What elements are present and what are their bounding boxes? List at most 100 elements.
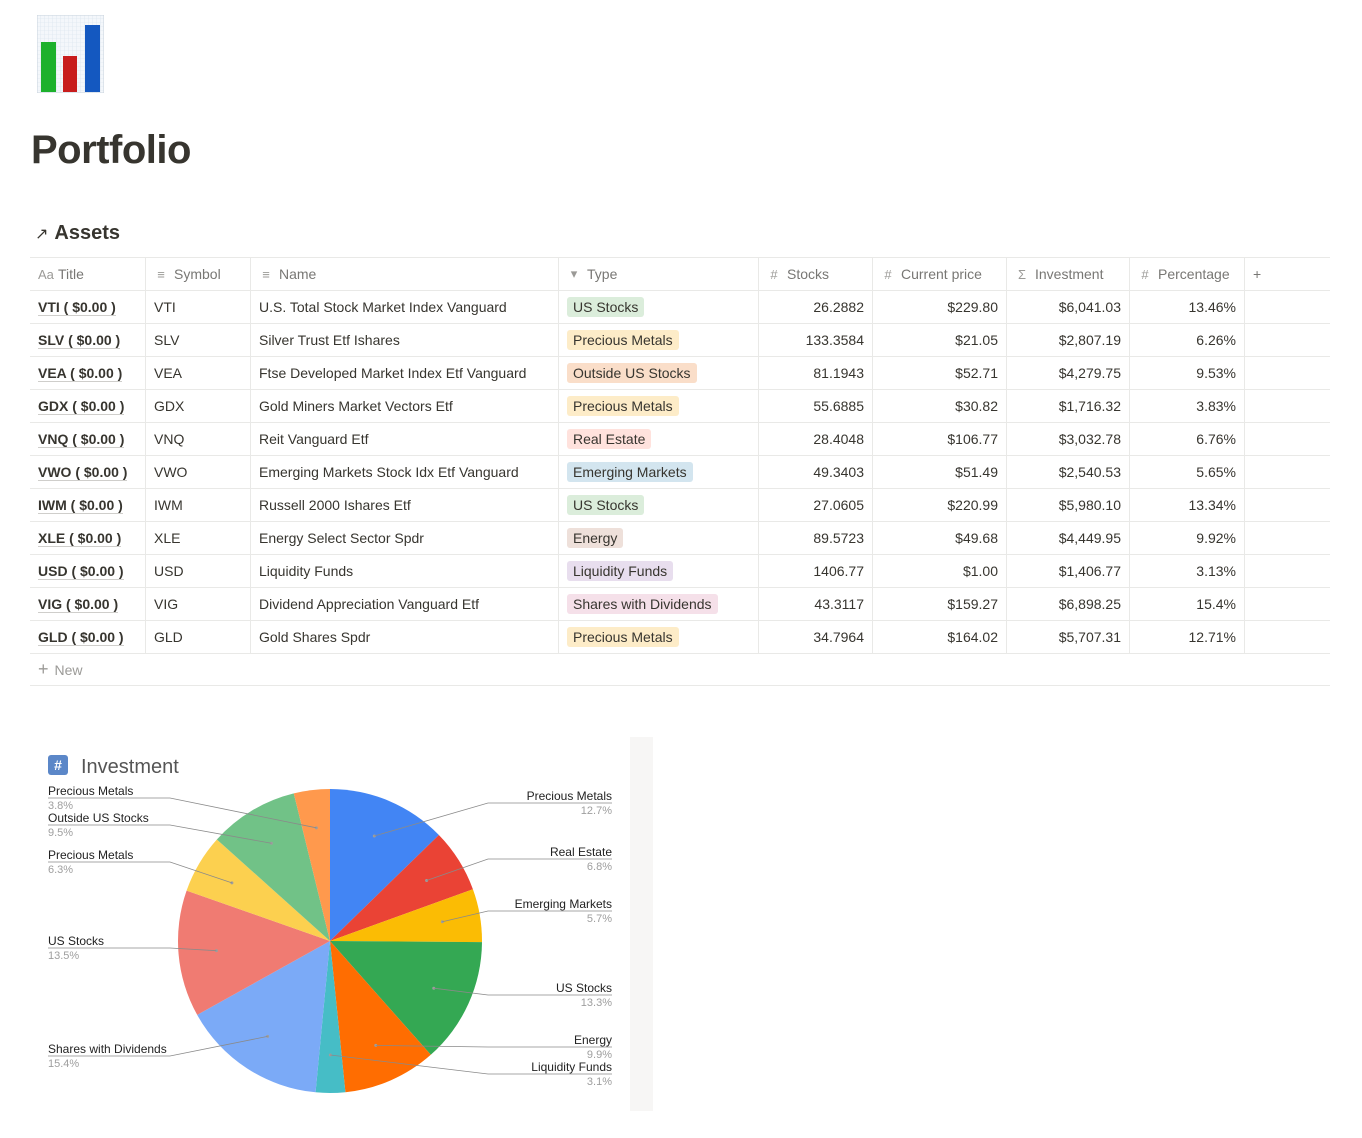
table-row[interactable]: GDX ( $0.00 ) GDX Gold Miners Market Vecto… bbox=[30, 390, 1330, 423]
row-title-link[interactable]: USD ( $0.00 ) bbox=[38, 562, 124, 580]
column-header-symbol[interactable]: ≡ Symbol bbox=[146, 258, 251, 290]
cell-investment[interactable]: $4,449.95 bbox=[1007, 522, 1130, 554]
pie-slice[interactable] bbox=[330, 789, 439, 941]
cell-percentage[interactable]: 9.53% bbox=[1130, 357, 1245, 389]
cell-type[interactable]: Energy bbox=[559, 522, 759, 554]
cell-investment[interactable]: $6,041.03 bbox=[1007, 291, 1130, 323]
table-row[interactable]: VEA ( $0.00 ) VEA Ftse Developed Market In… bbox=[30, 357, 1330, 390]
row-title-link[interactable]: VTI ( $0.00 ) bbox=[38, 298, 116, 316]
pie-slice[interactable] bbox=[186, 839, 330, 941]
cell-name[interactable]: Russell 2000 Ishares Etf bbox=[251, 489, 559, 521]
row-title-link[interactable]: VEA ( $0.00 ) bbox=[38, 364, 123, 382]
cell-name[interactable]: Reit Vanguard Etf bbox=[251, 423, 559, 455]
cell-symbol[interactable]: GDX bbox=[146, 390, 251, 422]
cell-name[interactable]: Emerging Markets Stock Idx Etf Vanguard bbox=[251, 456, 559, 488]
column-header-current-price[interactable]: # Current price bbox=[873, 258, 1007, 290]
cell-investment[interactable]: $2,540.53 bbox=[1007, 456, 1130, 488]
cell-percentage[interactable]: 6.26% bbox=[1130, 324, 1245, 356]
cell-percentage[interactable]: 12.71% bbox=[1130, 621, 1245, 653]
row-title-link[interactable]: XLE ( $0.00 ) bbox=[38, 529, 122, 547]
cell-investment[interactable]: $5,980.10 bbox=[1007, 489, 1130, 521]
row-title-link[interactable]: VNQ ( $0.00 ) bbox=[38, 430, 125, 448]
column-header-stocks[interactable]: # Stocks bbox=[759, 258, 873, 290]
row-title-link[interactable]: SLV ( $0.00 ) bbox=[38, 331, 121, 349]
pie-slice[interactable] bbox=[216, 793, 330, 941]
cell-symbol[interactable]: VNQ bbox=[146, 423, 251, 455]
pie-slice[interactable] bbox=[315, 941, 346, 1093]
cell-investment[interactable]: $2,807.19 bbox=[1007, 324, 1130, 356]
cell-type[interactable]: Precious Metals bbox=[559, 324, 759, 356]
cell-symbol[interactable]: GLD bbox=[146, 621, 251, 653]
table-row[interactable]: SLV ( $0.00 ) SLV Silver Trust Etf Ishares… bbox=[30, 324, 1330, 357]
row-title-link[interactable]: GLD ( $0.00 ) bbox=[38, 628, 124, 646]
cell-percentage[interactable]: 3.13% bbox=[1130, 555, 1245, 587]
cell-current-price[interactable]: $229.80 bbox=[873, 291, 1007, 323]
cell-investment[interactable]: $4,279.75 bbox=[1007, 357, 1130, 389]
cell-investment[interactable]: $5,707.31 bbox=[1007, 621, 1130, 653]
cell-type[interactable]: Precious Metals bbox=[559, 390, 759, 422]
table-row[interactable]: IWM ( $0.00 ) IWM Russell 2000 Ishares Etf… bbox=[30, 489, 1330, 522]
cell-type[interactable]: US Stocks bbox=[559, 489, 759, 521]
cell-type[interactable]: Outside US Stocks bbox=[559, 357, 759, 389]
cell-title[interactable]: GDX ( $0.00 ) bbox=[30, 390, 146, 422]
cell-name[interactable]: Silver Trust Etf Ishares bbox=[251, 324, 559, 356]
cell-stocks[interactable]: 89.5723 bbox=[759, 522, 873, 554]
pie-slice[interactable] bbox=[330, 889, 482, 943]
row-title-link[interactable]: IWM ( $0.00 ) bbox=[38, 496, 123, 514]
cell-stocks[interactable]: 43.3117 bbox=[759, 588, 873, 620]
table-row[interactable]: GLD ( $0.00 ) GLD Gold Shares Spdr Precious… bbox=[30, 621, 1330, 654]
cell-stocks[interactable]: 49.3403 bbox=[759, 456, 873, 488]
cell-symbol[interactable]: VEA bbox=[146, 357, 251, 389]
cell-current-price[interactable]: $1.00 bbox=[873, 555, 1007, 587]
column-header-name[interactable]: ≡ Name bbox=[251, 258, 559, 290]
cell-title[interactable]: GLD ( $0.00 ) bbox=[30, 621, 146, 653]
row-title-link[interactable]: GDX ( $0.00 ) bbox=[38, 397, 125, 415]
cell-symbol[interactable]: USD bbox=[146, 555, 251, 587]
cell-current-price[interactable]: $21.05 bbox=[873, 324, 1007, 356]
cell-name[interactable]: Gold Shares Spdr bbox=[251, 621, 559, 653]
table-row[interactable]: VIG ( $0.00 ) VIG Dividend Appreciation Va… bbox=[30, 588, 1330, 621]
cell-investment[interactable]: $1,406.77 bbox=[1007, 555, 1130, 587]
cell-symbol[interactable]: VWO bbox=[146, 456, 251, 488]
add-column-button[interactable]: + bbox=[1245, 258, 1330, 290]
cell-name[interactable]: Dividend Appreciation Vanguard Etf bbox=[251, 588, 559, 620]
cell-current-price[interactable]: $164.02 bbox=[873, 621, 1007, 653]
cell-current-price[interactable]: $51.49 bbox=[873, 456, 1007, 488]
cell-symbol[interactable]: XLE bbox=[146, 522, 251, 554]
cell-type[interactable]: Precious Metals bbox=[559, 621, 759, 653]
cell-name[interactable]: Energy Select Sector Spdr bbox=[251, 522, 559, 554]
pie-slice[interactable] bbox=[330, 941, 482, 1055]
column-header-type[interactable]: ▾ Type bbox=[559, 258, 759, 290]
cell-stocks[interactable]: 1406.77 bbox=[759, 555, 873, 587]
pie-slice[interactable] bbox=[330, 941, 431, 1093]
cell-current-price[interactable]: $220.99 bbox=[873, 489, 1007, 521]
cell-percentage[interactable]: 6.76% bbox=[1130, 423, 1245, 455]
cell-percentage[interactable]: 15.4% bbox=[1130, 588, 1245, 620]
table-row[interactable]: VNQ ( $0.00 ) VNQ Reit Vanguard Etf Real Es… bbox=[30, 423, 1330, 456]
cell-current-price[interactable]: $159.27 bbox=[873, 588, 1007, 620]
cell-title[interactable]: VEA ( $0.00 ) bbox=[30, 357, 146, 389]
cell-symbol[interactable]: VIG bbox=[146, 588, 251, 620]
pie-slice[interactable] bbox=[330, 834, 473, 941]
pie-slice[interactable] bbox=[178, 890, 330, 1015]
cell-current-price[interactable]: $49.68 bbox=[873, 522, 1007, 554]
cell-name[interactable]: U.S. Total Stock Market Index Vanguard bbox=[251, 291, 559, 323]
table-row[interactable]: XLE ( $0.00 ) XLE Energy Select Sector Spd… bbox=[30, 522, 1330, 555]
cell-title[interactable]: VNQ ( $0.00 ) bbox=[30, 423, 146, 455]
cell-stocks[interactable]: 81.1943 bbox=[759, 357, 873, 389]
cell-percentage[interactable]: 5.65% bbox=[1130, 456, 1245, 488]
row-title-link[interactable]: VWO ( $0.00 ) bbox=[38, 463, 128, 481]
cell-stocks[interactable]: 55.6885 bbox=[759, 390, 873, 422]
cell-current-price[interactable]: $106.77 bbox=[873, 423, 1007, 455]
cell-percentage[interactable]: 9.92% bbox=[1130, 522, 1245, 554]
column-header-investment[interactable]: Σ Investment bbox=[1007, 258, 1130, 290]
row-title-link[interactable]: VIG ( $0.00 ) bbox=[38, 595, 119, 613]
cell-stocks[interactable]: 28.4048 bbox=[759, 423, 873, 455]
cell-title[interactable]: VWO ( $0.00 ) bbox=[30, 456, 146, 488]
cell-type[interactable]: Shares with Dividends bbox=[559, 588, 759, 620]
cell-title[interactable]: VIG ( $0.00 ) bbox=[30, 588, 146, 620]
cell-investment[interactable]: $6,898.25 bbox=[1007, 588, 1130, 620]
cell-stocks[interactable]: 34.7964 bbox=[759, 621, 873, 653]
cell-percentage[interactable]: 3.83% bbox=[1130, 390, 1245, 422]
cell-stocks[interactable]: 27.0605 bbox=[759, 489, 873, 521]
